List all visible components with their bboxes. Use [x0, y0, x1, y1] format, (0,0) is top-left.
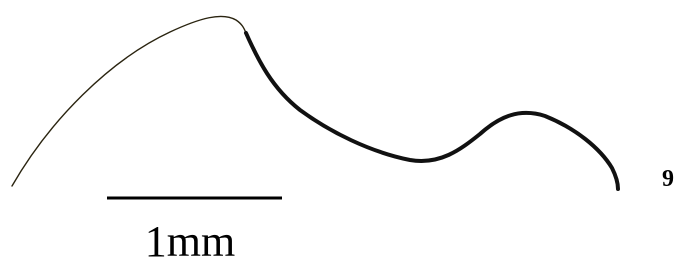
scale-label: 1mm — [145, 217, 235, 264]
panel-label: 9 — [662, 166, 674, 192]
figure: 1mm 9 — [0, 0, 694, 264]
background — [0, 0, 694, 264]
